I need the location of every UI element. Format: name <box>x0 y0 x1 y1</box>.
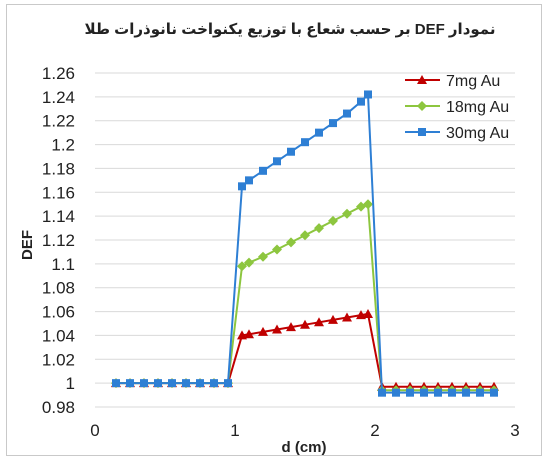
square-marker <box>406 388 414 397</box>
square-marker <box>476 388 484 397</box>
square-marker <box>378 388 386 397</box>
y-tick-label: 1.16 <box>42 183 75 202</box>
square-marker <box>238 182 246 191</box>
triangle-marker <box>286 322 296 332</box>
y-tick-label: 1.1 <box>51 255 75 274</box>
triangle-marker <box>363 308 373 318</box>
triangle-marker <box>342 312 352 322</box>
square-marker <box>154 379 162 388</box>
y-tick-label: 1.2 <box>51 136 75 155</box>
square-marker <box>196 379 204 388</box>
y-tick-label: 0.98 <box>42 398 75 417</box>
square-marker <box>301 138 309 147</box>
triangle-marker <box>272 324 282 334</box>
square-marker <box>287 147 295 156</box>
y-tick-label: 1.02 <box>42 350 75 369</box>
square-marker <box>357 97 365 106</box>
triangle-marker <box>417 75 427 84</box>
square-marker <box>112 379 120 388</box>
diamond-marker <box>342 208 352 219</box>
square-marker <box>182 379 190 388</box>
y-tick-label: 1.12 <box>42 231 75 250</box>
diamond-marker <box>328 215 338 226</box>
diamond-marker <box>300 230 310 241</box>
x-tick-label: 1 <box>230 421 239 440</box>
square-marker <box>259 166 267 175</box>
square-marker <box>462 388 470 397</box>
square-marker <box>210 379 218 388</box>
triangle-marker <box>300 319 310 329</box>
series-lines <box>111 90 499 397</box>
x-tick-label: 3 <box>510 421 519 440</box>
y-tick-label: 1.14 <box>42 207 75 226</box>
square-marker <box>273 157 281 166</box>
square-marker <box>392 388 400 397</box>
diamond-marker <box>258 251 268 262</box>
square-marker <box>343 109 351 118</box>
square-marker <box>329 119 337 128</box>
square-marker <box>224 379 232 388</box>
y-tick-label: 1.04 <box>42 326 75 345</box>
legend: 7mg Au 18mg Au 30mg Au <box>405 73 509 142</box>
diamond-marker <box>363 199 373 210</box>
tick-labels: 0.98 1 1.02 1.04 1.06 1.08 1.1 1.12 1.14 1.16 1.18… <box>42 64 520 440</box>
y-tick-label: 1.26 <box>42 64 75 83</box>
square-marker <box>434 388 442 397</box>
square-marker <box>126 379 134 388</box>
diamond-marker <box>417 101 427 111</box>
x-tick-label: 2 <box>370 421 379 440</box>
triangle-marker <box>356 310 366 320</box>
y-tick-label: 1.06 <box>42 303 75 322</box>
legend-label: 7mg Au <box>446 73 500 90</box>
triangle-marker <box>314 317 324 327</box>
square-marker <box>364 90 372 99</box>
chart-frame <box>6 4 542 456</box>
y-tick-label: 1.08 <box>42 279 75 298</box>
square-marker <box>418 128 426 136</box>
y-axis-title: DEF <box>19 230 36 260</box>
square-marker <box>490 388 498 397</box>
legend-label: 30mg Au <box>446 125 509 142</box>
square-marker <box>140 379 148 388</box>
diamond-marker <box>314 223 324 234</box>
diamond-marker <box>237 261 247 272</box>
triangle-marker <box>237 330 247 340</box>
diamond-marker <box>272 244 282 255</box>
x-axis-title: d (cm) <box>282 439 327 456</box>
triangle-marker <box>258 326 268 336</box>
legend-label: 18mg Au <box>446 99 509 116</box>
square-marker <box>315 128 323 137</box>
y-tick-label: 1.18 <box>42 159 75 178</box>
diamond-marker <box>286 237 296 248</box>
gridlines <box>95 72 515 408</box>
triangle-marker <box>244 329 254 339</box>
y-tick-label: 1 <box>66 374 75 393</box>
chart-title: نمودار DEF بر حسب شعاع با توزیع یکنواخت … <box>85 21 496 38</box>
square-marker <box>420 388 428 397</box>
y-tick-label: 1.24 <box>42 88 75 107</box>
square-marker <box>448 388 456 397</box>
triangle-marker <box>328 314 338 324</box>
y-tick-label: 1.22 <box>42 112 75 131</box>
x-tick-label: 0 <box>90 421 99 440</box>
diamond-marker <box>244 257 254 268</box>
square-marker <box>168 379 176 388</box>
square-marker <box>245 176 253 185</box>
